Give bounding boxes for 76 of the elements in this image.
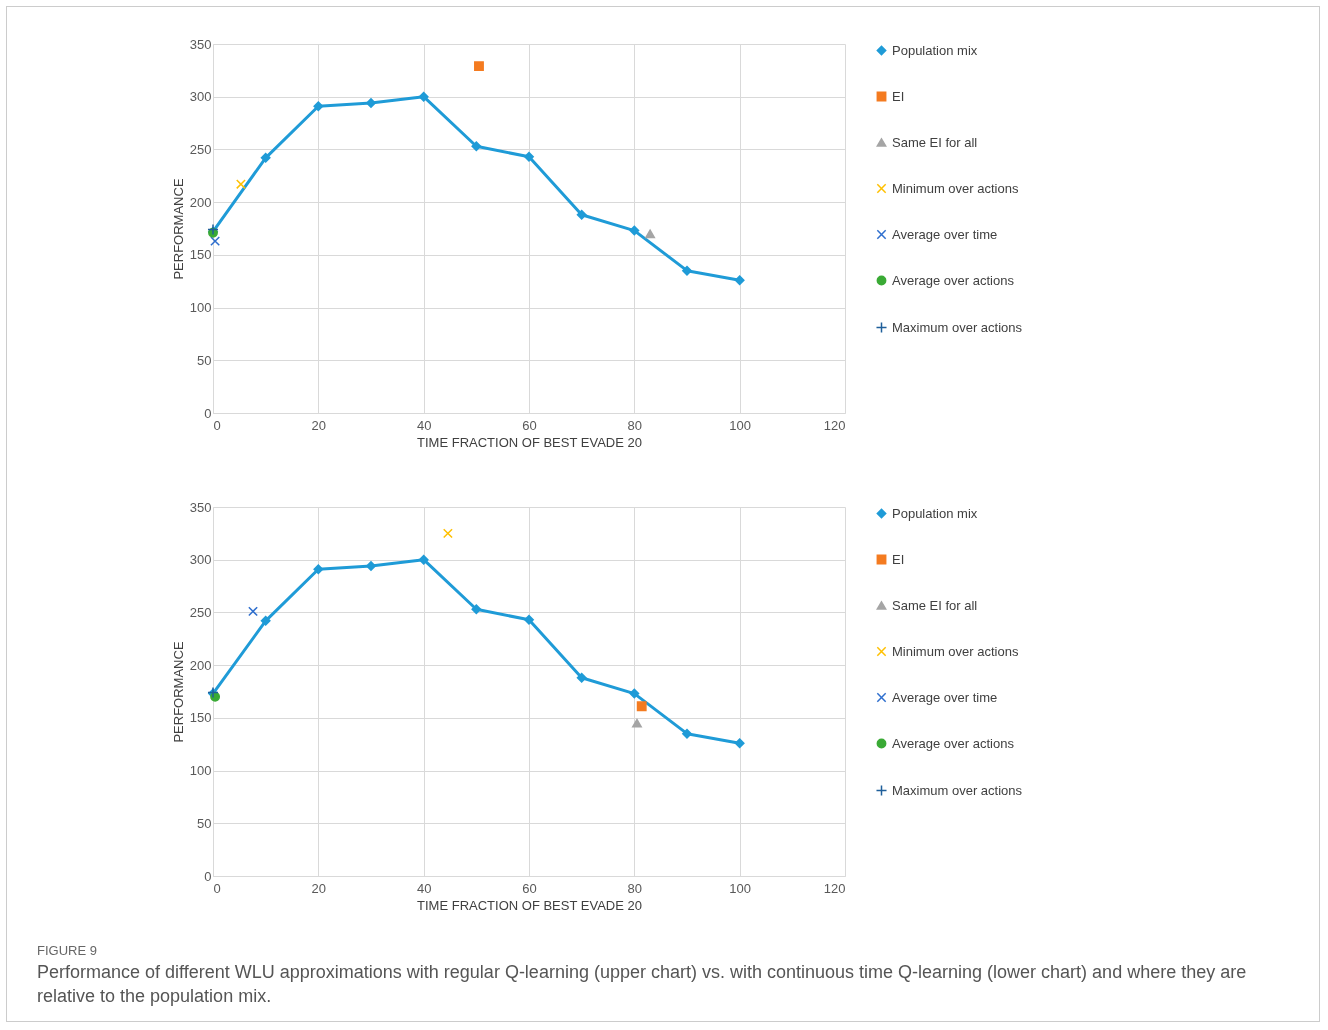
legend-label: Same EI for all <box>892 597 978 613</box>
x-tick-label: 120 <box>823 880 846 896</box>
y-tick-label: 150 <box>189 247 212 263</box>
point <box>418 91 429 102</box>
point <box>632 718 642 728</box>
y-tick-label: 0 <box>204 405 212 421</box>
legend-label: Maximum over actions <box>892 319 1023 335</box>
legend-label: Same EI for all <box>892 134 978 150</box>
point <box>248 606 258 617</box>
x-tick-label: 80 <box>627 880 643 896</box>
caption: FIGURE 9 <box>37 943 98 958</box>
x-tick-label: 80 <box>627 417 643 433</box>
legend-label: Population mix <box>892 42 978 58</box>
y-tick-label: 350 <box>189 36 212 52</box>
x-tick-label: 20 <box>311 880 327 896</box>
point <box>235 179 246 190</box>
legend-label: Maximum over actions <box>892 782 1023 798</box>
y-axis-title: PERFORMANCE <box>170 641 186 743</box>
y-tick-label: 200 <box>189 657 212 673</box>
point <box>442 528 453 539</box>
legend-label: EI <box>892 551 905 567</box>
x-tick-label: 60 <box>522 417 537 433</box>
point <box>576 209 587 220</box>
legend-label: Population mix <box>892 505 978 521</box>
point <box>471 604 482 615</box>
legend-label: Average over actions <box>892 272 1015 288</box>
point <box>418 554 429 565</box>
legend-label: Average over time <box>892 689 998 705</box>
point <box>524 614 534 625</box>
x-tick-label: 100 <box>729 880 752 896</box>
y-tick-label: 100 <box>189 763 212 779</box>
point <box>629 688 640 699</box>
point <box>366 98 376 108</box>
point <box>313 564 324 575</box>
x-tick-label: 20 <box>311 417 327 433</box>
legend-label: Average over actions <box>892 735 1015 751</box>
x-tick-label: 120 <box>823 417 846 433</box>
point <box>260 152 271 163</box>
point <box>682 265 692 276</box>
point <box>734 275 745 286</box>
x-tick-label: 60 <box>522 880 537 896</box>
y-tick-label: 300 <box>189 552 212 568</box>
point <box>210 236 221 247</box>
y-axis-title: PERFORMANCE <box>170 178 186 280</box>
y-tick-label: 300 <box>189 89 212 105</box>
point <box>682 728 692 739</box>
y-tick-label: 350 <box>189 499 212 515</box>
legend-label: Average over time <box>892 226 998 242</box>
y-tick-label: 250 <box>189 604 212 620</box>
point <box>645 229 656 239</box>
y-tick-label: 50 <box>197 815 212 831</box>
point <box>260 615 271 626</box>
x-axis-title: TIME FRACTION OF BEST EVADE 20 <box>417 434 642 450</box>
y-tick-label: 250 <box>189 141 212 157</box>
point <box>734 738 745 749</box>
point <box>524 151 534 162</box>
x-axis-title: TIME FRACTION OF BEST EVADE 20 <box>417 897 642 913</box>
point <box>629 225 640 236</box>
y-tick-label: 200 <box>189 194 212 210</box>
x-tick-label: 100 <box>729 417 752 433</box>
x-tick-label: 40 <box>416 880 432 896</box>
y-tick-label: 100 <box>189 300 212 316</box>
legend-label: EI <box>892 88 905 104</box>
text: Performance of different WLU approximations with regular Q-learning (upper chart) vs. with continuous time Q-learning (lower chart) and where they are relative to the population mix. <box>37 961 1248 1008</box>
point <box>636 701 647 712</box>
point <box>471 141 482 152</box>
y-tick-label: 0 <box>204 868 212 884</box>
point <box>366 561 376 571</box>
y-tick-label: 50 <box>197 352 212 368</box>
point <box>474 61 484 72</box>
legend-label: Minimum over actions <box>892 180 1019 196</box>
point <box>313 101 324 112</box>
point <box>576 672 587 683</box>
x-tick-label: 40 <box>416 417 432 433</box>
legend-label: Minimum over actions <box>892 643 1019 659</box>
y-tick-label: 150 <box>189 710 212 726</box>
